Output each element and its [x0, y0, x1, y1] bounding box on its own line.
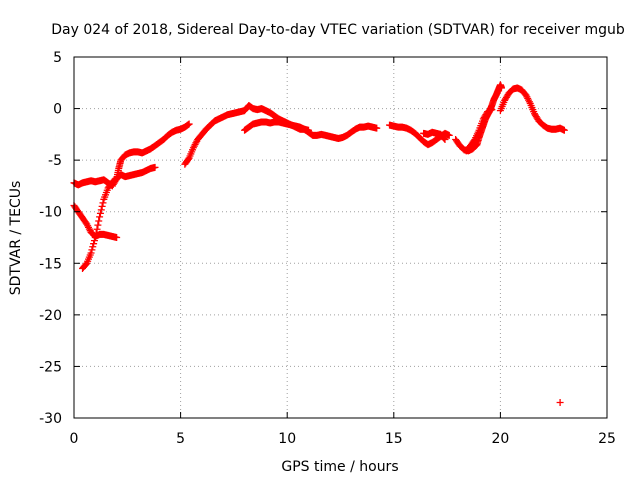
data-point-interp — [98, 202, 106, 210]
data-point-interp — [525, 98, 533, 106]
data-point-interp — [96, 209, 104, 217]
data-point — [488, 106, 496, 114]
y-tick-labels: 5 0 -5 -10 -15 -20 -25 -30 — [39, 50, 62, 427]
data-point — [497, 84, 505, 92]
data-point — [151, 163, 159, 171]
data-point-interp — [88, 246, 96, 254]
y-tick-label: -30 — [39, 411, 62, 427]
data-point-interp — [97, 206, 105, 214]
x-tick-label: 20 — [491, 431, 509, 447]
data-point-interp — [94, 221, 102, 229]
data-point-interp — [112, 176, 120, 184]
data-point — [560, 126, 568, 134]
y-tick-label: -10 — [39, 205, 62, 221]
chart-title: Day 024 of 2018, Sidereal Day-to-day VTE… — [51, 22, 625, 38]
y-tick-label: -15 — [39, 256, 62, 272]
data-point — [445, 131, 453, 139]
grid-lines — [74, 57, 607, 418]
x-tick-label: 5 — [176, 431, 185, 447]
data-point-interp — [95, 217, 103, 225]
x-tick-label: 10 — [278, 431, 296, 447]
data-point-interp — [92, 229, 100, 237]
data-point-interp — [89, 243, 97, 251]
y-tick-label: 0 — [53, 102, 62, 118]
data-point — [556, 399, 564, 407]
y-tick-label: -5 — [48, 153, 62, 169]
x-tick-label: 15 — [385, 431, 403, 447]
data-point — [373, 124, 381, 132]
data-point-interp — [93, 225, 101, 233]
data-point — [91, 234, 99, 241]
data-point-interp — [90, 240, 98, 248]
data-points — [70, 81, 568, 407]
plot-frame — [73, 56, 608, 419]
data-point — [185, 120, 193, 128]
data-point — [113, 234, 121, 241]
data-point — [96, 213, 104, 221]
data-point-interp — [99, 199, 107, 207]
data-point — [87, 249, 95, 257]
x-axis-label: GPS time / hours — [281, 459, 398, 475]
data-point-interp — [90, 237, 98, 245]
x-tick-labels: 0 5 10 15 20 25 — [70, 431, 616, 447]
y-axis-label: SDTVAR / TECUs — [8, 181, 24, 296]
data-point-interp — [440, 134, 448, 142]
x-tick-label: 25 — [598, 431, 616, 447]
y-tick-label: -25 — [39, 359, 62, 375]
data-point — [441, 136, 449, 144]
axis-ticks — [73, 56, 608, 419]
y-tick-label: -20 — [39, 308, 62, 324]
y-tick-label: 5 — [53, 50, 62, 66]
x-tick-label: 0 — [70, 431, 79, 447]
